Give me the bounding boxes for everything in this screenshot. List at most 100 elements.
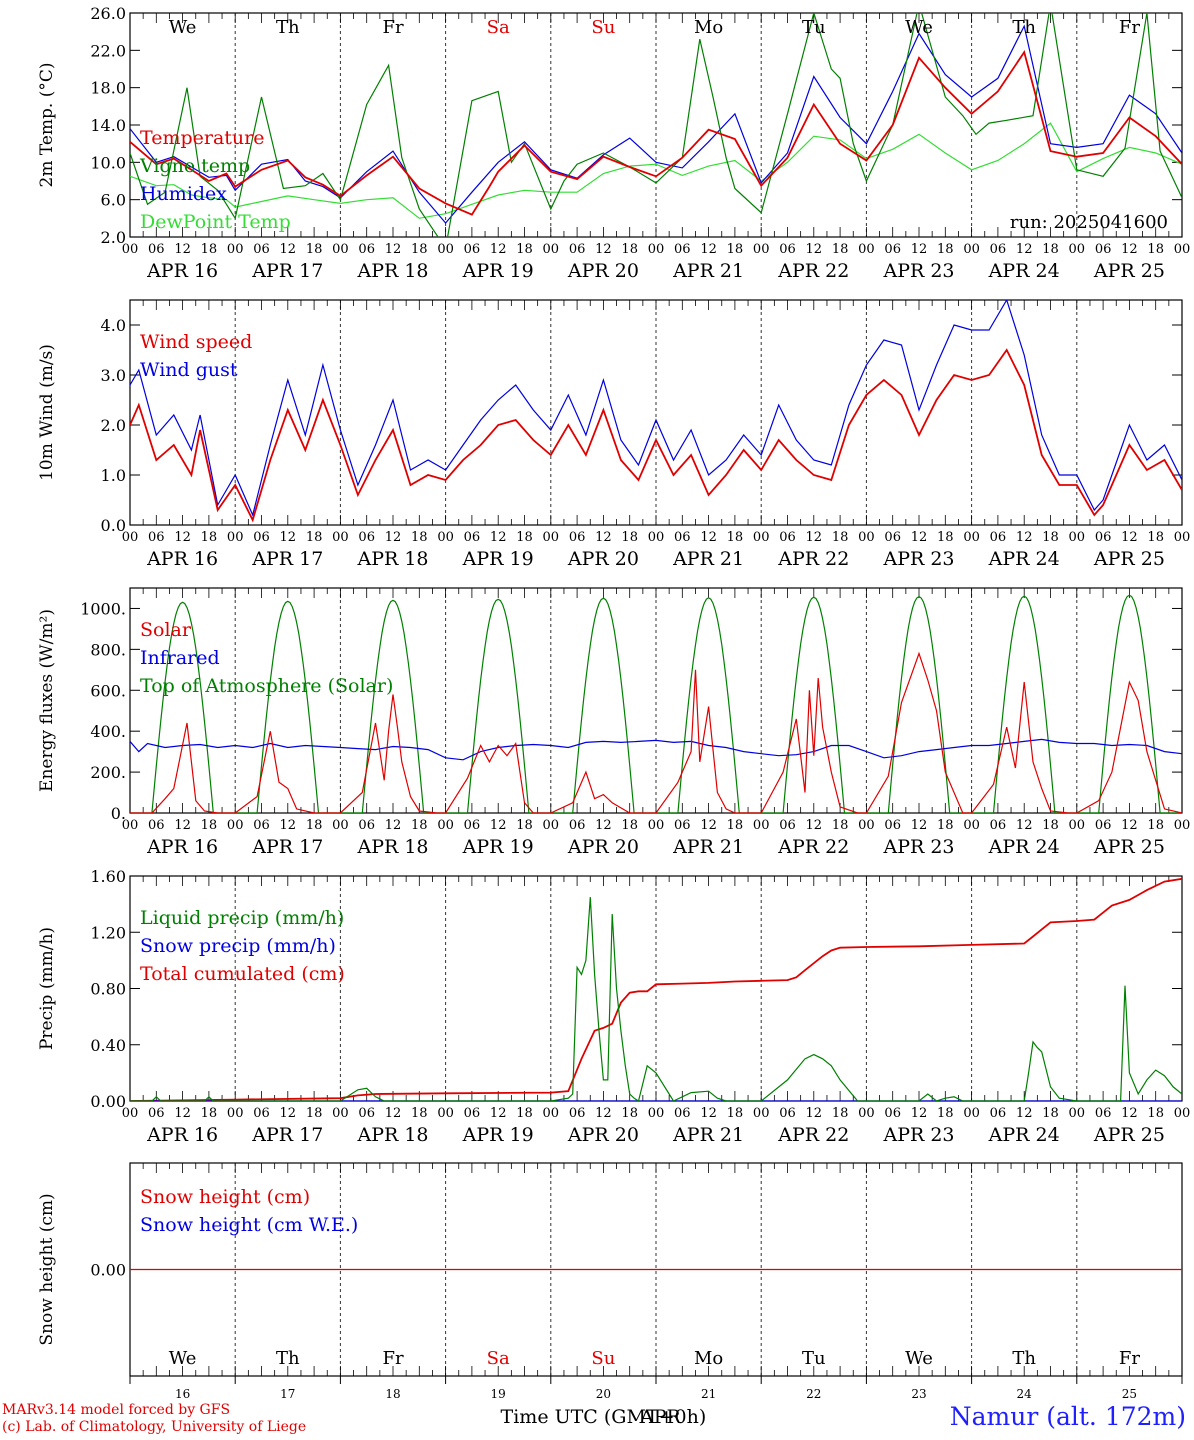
day-number-label: 18 <box>385 1387 400 1401</box>
legend-entry: Liquid precip (mm/h) <box>140 907 344 929</box>
hour-tick-label: 18 <box>1147 1106 1164 1121</box>
y-tick-label: 0.0 <box>101 516 126 535</box>
series-infraredline <box>130 738 1182 761</box>
y-tick-label: 600. <box>90 681 126 700</box>
hour-tick-label: 00 <box>332 242 349 257</box>
y-tick-label: 0. <box>111 804 126 823</box>
hour-tick-label: 12 <box>700 1106 717 1121</box>
hour-tick-label: 12 <box>911 530 928 545</box>
hour-tick-label: 12 <box>280 242 297 257</box>
hour-tick-label: 18 <box>1042 1106 1059 1121</box>
x-axis-label: Time UTC (GMT+0h) <box>501 1406 707 1428</box>
legend-entry: Wind gust <box>140 359 238 381</box>
hour-tick-label: 12 <box>385 1106 402 1121</box>
date-label: APR 17 <box>251 260 323 282</box>
hour-tick-label: 00 <box>1174 242 1191 257</box>
hour-tick-label: 12 <box>1016 242 1033 257</box>
hour-tick-label: 18 <box>1042 818 1059 833</box>
hour-tick-label: 00 <box>963 242 980 257</box>
series-top-of-atmosphere-line <box>130 594 1182 813</box>
day-number-label: 16 <box>175 1387 190 1401</box>
hour-tick-label: 00 <box>648 1106 665 1121</box>
hour-tick-label: 06 <box>148 242 165 257</box>
date-label: APR 16 <box>146 548 218 570</box>
date-label: APR 21 <box>672 548 744 570</box>
weekday-label: Th <box>1012 1348 1036 1369</box>
hour-tick-label: 06 <box>464 1106 481 1121</box>
y-axis-label: Precip (mm/h) <box>37 927 57 1050</box>
hour-tick-label: 06 <box>358 1106 375 1121</box>
legend-entry: Solar <box>140 619 192 641</box>
y-tick-label: 1.20 <box>90 923 126 942</box>
hour-tick-label: 06 <box>884 1106 901 1121</box>
plot-area <box>130 300 1182 523</box>
y-tick-label: 200. <box>90 763 126 782</box>
legend-entry: Humidex <box>140 183 227 205</box>
hour-tick-label: 00 <box>1174 530 1191 545</box>
hour-tick-label: 06 <box>253 818 270 833</box>
hour-tick-label: 00 <box>1174 818 1191 833</box>
hour-tick-label: 00 <box>437 242 454 257</box>
date-label: APR 16 <box>146 260 218 282</box>
hour-tick-label: 06 <box>1095 818 1112 833</box>
day-number-label: 22 <box>806 1387 821 1401</box>
hour-tick-label: 18 <box>306 530 323 545</box>
date-label: APR 20 <box>567 260 639 282</box>
y-tick-label: 6.0 <box>101 191 126 210</box>
hour-tick-label: 06 <box>569 1106 586 1121</box>
weekday-label: Su <box>591 1348 615 1369</box>
date-label: APR 18 <box>356 260 428 282</box>
date-label: APR 22 <box>777 260 849 282</box>
hour-tick-label: 12 <box>806 1106 823 1121</box>
legend-entry: Vigne temp <box>139 155 250 177</box>
hour-tick-label: 18 <box>411 1106 428 1121</box>
hour-tick-label: 18 <box>621 1106 638 1121</box>
hour-tick-label: 00 <box>437 1106 454 1121</box>
hour-tick-label: 12 <box>174 1106 191 1121</box>
hour-tick-label: 00 <box>227 818 244 833</box>
date-label: APR 23 <box>882 836 954 858</box>
legend-entry: Snow height (cm W.E.) <box>140 1214 358 1236</box>
hour-tick-label: 06 <box>1095 530 1112 545</box>
legend-entry: DewPoint Temp <box>140 211 291 233</box>
day-number-label: 19 <box>491 1387 506 1401</box>
weekday-label: Tu <box>802 17 826 38</box>
y-tick-label: 3.0 <box>101 366 126 385</box>
weekday-label: Sa <box>487 1348 510 1369</box>
plot-area <box>130 13 1182 237</box>
hour-tick-label: 12 <box>911 818 928 833</box>
weekday-label: Th <box>276 17 300 38</box>
hour-tick-label: 06 <box>569 818 586 833</box>
series-wind-gustline <box>130 300 1182 517</box>
hour-tick-label: 12 <box>280 1106 297 1121</box>
y-tick-label: 1000. <box>80 599 126 618</box>
y-tick-label: 18.0 <box>90 79 126 98</box>
day-number-label: 21 <box>701 1387 716 1401</box>
series-humidexline <box>130 24 1182 224</box>
hour-tick-label: 18 <box>727 1106 744 1121</box>
date-label: APR 18 <box>356 836 428 858</box>
hour-tick-label: 00 <box>963 1106 980 1121</box>
hour-tick-label: 18 <box>201 242 218 257</box>
series-total-cumulated-cm-line <box>130 877 1182 1101</box>
series-wind-speedline <box>130 348 1182 523</box>
hour-tick-label: 06 <box>884 818 901 833</box>
hour-tick-label: 12 <box>385 530 402 545</box>
date-label: APR 21 <box>672 836 744 858</box>
hour-tick-label: 18 <box>411 818 428 833</box>
hour-tick-label: 18 <box>727 242 744 257</box>
hour-tick-label: 12 <box>280 818 297 833</box>
hour-tick-label: 00 <box>543 1106 560 1121</box>
hour-tick-label: 18 <box>1042 242 1059 257</box>
hour-tick-label: 00 <box>437 530 454 545</box>
hour-tick-label: 12 <box>490 1106 507 1121</box>
date-label: APR 19 <box>462 836 534 858</box>
hour-tick-label: 06 <box>990 1106 1007 1121</box>
y-axis-label: 2m Temp. (°C) <box>37 62 57 187</box>
hour-tick-label: 06 <box>464 530 481 545</box>
hour-tick-label: 06 <box>884 242 901 257</box>
date-label: APR 22 <box>777 1124 849 1146</box>
date-label: APR 23 <box>882 548 954 570</box>
hour-tick-label: 06 <box>1095 1106 1112 1121</box>
